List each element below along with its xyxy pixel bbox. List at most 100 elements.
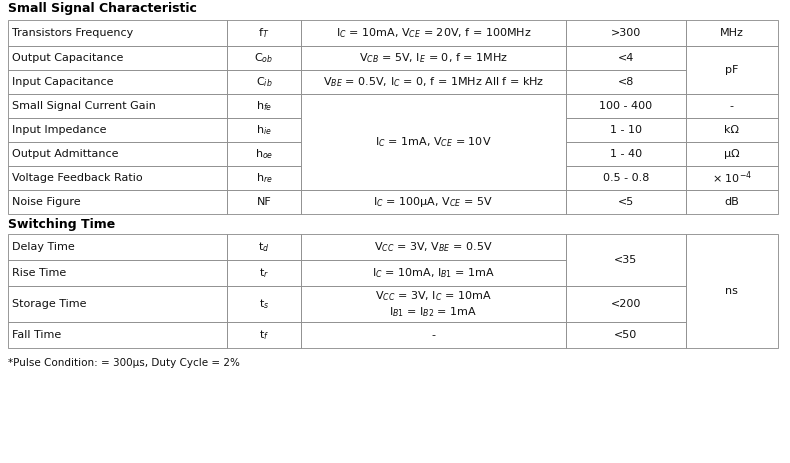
Bar	[301, 46, 566, 70]
Bar	[8, 70, 228, 94]
Text: C$_{ob}$: C$_{ob}$	[254, 51, 273, 65]
Bar	[228, 118, 301, 142]
Text: I$_C$ = 10mA, I$_{B1}$ = 1mA: I$_C$ = 10mA, I$_{B1}$ = 1mA	[372, 266, 495, 280]
Text: ns: ns	[725, 286, 738, 296]
Text: h$_{ie}$: h$_{ie}$	[256, 123, 272, 137]
Bar	[8, 322, 228, 348]
Bar	[228, 190, 301, 214]
Text: t$_d$: t$_d$	[258, 240, 269, 254]
Bar	[228, 142, 301, 166]
Text: Storage Time: Storage Time	[12, 299, 86, 309]
Bar	[686, 46, 778, 94]
Text: Voltage Feedback Ratio: Voltage Feedback Ratio	[12, 173, 143, 183]
Text: 0.5 - 0.8: 0.5 - 0.8	[603, 173, 649, 183]
Bar	[566, 234, 686, 286]
Text: V$_{CC}$ = 3V, I$_C$ = 10mA
I$_{B1}$ = I$_{B2}$ = 1mA: V$_{CC}$ = 3V, I$_C$ = 10mA I$_{B1}$ = I…	[375, 289, 492, 319]
Text: Rise Time: Rise Time	[12, 268, 66, 278]
Bar	[228, 166, 301, 190]
Bar	[566, 20, 686, 46]
Bar	[566, 142, 686, 166]
Text: Small Signal Characteristic: Small Signal Characteristic	[8, 2, 197, 15]
Text: I$_C$ = 100μA, V$_{CE}$ = 5V: I$_C$ = 100μA, V$_{CE}$ = 5V	[374, 195, 494, 209]
Bar	[566, 118, 686, 142]
Text: Switching Time: Switching Time	[8, 218, 115, 231]
Bar	[301, 286, 566, 322]
Bar	[8, 20, 228, 46]
Text: h$_{fe}$: h$_{fe}$	[256, 99, 273, 113]
Text: -: -	[431, 330, 435, 340]
Bar	[228, 322, 301, 348]
Bar	[8, 190, 228, 214]
Bar	[566, 166, 686, 190]
Bar	[301, 94, 566, 190]
Text: I$_C$ = 10mA, V$_{CE}$ = 20V, f = 100MHz: I$_C$ = 10mA, V$_{CE}$ = 20V, f = 100MHz	[336, 26, 531, 40]
Bar	[8, 46, 228, 70]
Text: <50: <50	[615, 330, 638, 340]
Bar	[228, 70, 301, 94]
Text: Fall Time: Fall Time	[12, 330, 62, 340]
Text: NF: NF	[257, 197, 272, 207]
Bar	[686, 118, 778, 142]
Text: <4: <4	[618, 53, 634, 63]
Text: <35: <35	[615, 255, 638, 265]
Text: t$_f$: t$_f$	[259, 328, 269, 342]
Bar	[228, 260, 301, 286]
Text: C$_{ib}$: C$_{ib}$	[256, 75, 273, 89]
Text: MHz: MHz	[720, 28, 743, 38]
Text: Output Admittance: Output Admittance	[12, 149, 118, 159]
Text: μΩ: μΩ	[724, 149, 739, 159]
Bar	[301, 322, 566, 348]
Bar	[228, 20, 301, 46]
Text: 1 - 10: 1 - 10	[610, 125, 642, 135]
Text: <200: <200	[611, 299, 641, 309]
Text: Input Capacitance: Input Capacitance	[12, 77, 114, 87]
Bar	[8, 234, 228, 260]
Bar	[228, 46, 301, 70]
Text: pF: pF	[725, 65, 739, 75]
Text: >300: >300	[611, 28, 641, 38]
Text: t$_r$: t$_r$	[259, 266, 269, 280]
Bar	[566, 286, 686, 322]
Bar	[228, 94, 301, 118]
Bar	[566, 190, 686, 214]
Text: V$_{BE}$ = 0.5V, I$_C$ = 0, f = 1MHz All f = kHz: V$_{BE}$ = 0.5V, I$_C$ = 0, f = 1MHz All…	[323, 75, 544, 89]
Bar	[301, 190, 566, 214]
Bar	[566, 94, 686, 118]
Text: Delay Time: Delay Time	[12, 242, 75, 252]
Bar	[301, 70, 566, 94]
Bar	[301, 260, 566, 286]
Bar	[686, 234, 778, 348]
Text: *Pulse Condition: = 300μs, Duty Cycle = 2%: *Pulse Condition: = 300μs, Duty Cycle = …	[8, 358, 240, 368]
Text: f$_T$: f$_T$	[258, 26, 269, 40]
Bar	[8, 94, 228, 118]
Bar	[686, 20, 778, 46]
Bar	[8, 166, 228, 190]
Bar	[228, 286, 301, 322]
Text: -: -	[730, 101, 734, 111]
Text: × 10$^{-4}$: × 10$^{-4}$	[712, 170, 752, 186]
Text: Output Capacitance: Output Capacitance	[12, 53, 123, 63]
Text: V$_{CB}$ = 5V, I$_E$ = 0, f = 1MHz: V$_{CB}$ = 5V, I$_E$ = 0, f = 1MHz	[359, 51, 508, 65]
Bar	[686, 142, 778, 166]
Text: Small Signal Current Gain: Small Signal Current Gain	[12, 101, 156, 111]
Text: <5: <5	[618, 197, 634, 207]
Bar	[566, 70, 686, 94]
Bar	[301, 20, 566, 46]
Bar	[228, 234, 301, 260]
Text: 100 - 400: 100 - 400	[600, 101, 653, 111]
Text: dB: dB	[724, 197, 739, 207]
Text: h$_{oe}$: h$_{oe}$	[255, 147, 273, 161]
Bar	[8, 286, 228, 322]
Bar	[8, 118, 228, 142]
Bar	[8, 142, 228, 166]
Text: I$_C$ = 1mA, V$_{CE}$ = 10V: I$_C$ = 1mA, V$_{CE}$ = 10V	[375, 135, 491, 149]
Bar	[301, 234, 566, 260]
Text: t$_s$: t$_s$	[259, 297, 269, 311]
Text: <8: <8	[618, 77, 634, 87]
Text: V$_{CC}$ = 3V, V$_{BE}$ = 0.5V: V$_{CC}$ = 3V, V$_{BE}$ = 0.5V	[374, 240, 493, 254]
Text: 1 - 40: 1 - 40	[610, 149, 642, 159]
Text: Input Impedance: Input Impedance	[12, 125, 107, 135]
Text: h$_{re}$: h$_{re}$	[256, 171, 273, 185]
Text: Noise Figure: Noise Figure	[12, 197, 81, 207]
Text: kΩ: kΩ	[724, 125, 739, 135]
